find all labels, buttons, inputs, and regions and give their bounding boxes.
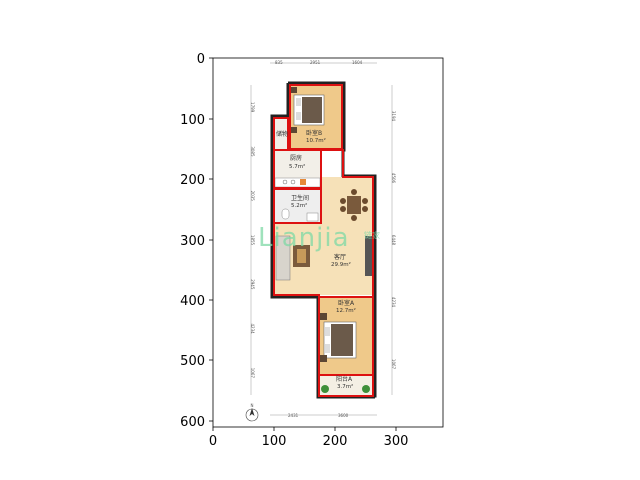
room-area-living: 29.9m²: [331, 261, 351, 268]
kitchen-counter: [274, 177, 321, 188]
watermark-brand: Lianjia: [258, 223, 350, 253]
dim-top-2: 2951: [310, 60, 321, 65]
dim-left-label: 2035: [250, 191, 255, 202]
dim-right-label: 4234: [391, 297, 396, 308]
x-tick-label: 300: [384, 434, 409, 449]
dim-bottom-2: 3600: [338, 413, 349, 418]
storage-floor: [274, 118, 288, 150]
room-name-storage: 储物: [276, 130, 288, 138]
x-tick-label: 100: [262, 434, 287, 449]
y-axis: 0 100 200 300 400 500 600: [180, 52, 213, 430]
y-tick-label: 600: [180, 415, 205, 430]
room-name-bathroom: 卫生间: [291, 194, 309, 202]
room-area-bathroom: 5.2m²: [291, 202, 307, 209]
balcony-floor: [320, 375, 373, 395]
y-tick-label: 300: [180, 234, 205, 249]
y-tick-label: 100: [180, 113, 205, 128]
room-area-bedroom-b: 10.7m²: [306, 137, 326, 144]
y-tick-label: 200: [180, 173, 205, 188]
dim-right-label: 1067: [391, 359, 396, 370]
room-name-kitchen: 厨房: [290, 154, 302, 162]
sofa-set: [275, 235, 372, 281]
dim-left-label: 3085: [250, 146, 255, 157]
compass-label: N: [251, 403, 254, 408]
y-tick-label: 500: [180, 354, 205, 369]
room-area-balcony: 3.7m²: [337, 383, 353, 390]
dining-table: [340, 189, 368, 221]
compass-icon: N: [245, 403, 259, 422]
bed-b: [291, 87, 325, 133]
x-tick-label: 0: [209, 434, 217, 449]
dim-top-1: 835: [275, 60, 283, 65]
x-axis: 0 100 200 300: [209, 427, 409, 449]
room-area-bedroom-a: 12.7m²: [336, 307, 356, 314]
room-outlines: [273, 84, 374, 397]
dim-left-label: 1799: [250, 102, 255, 113]
dim-left-label: 2945: [250, 279, 255, 290]
dim-right-label: 4506: [391, 173, 396, 184]
balcony-plants: [321, 385, 370, 393]
y-tick-label: 400: [180, 294, 205, 309]
watermark-sub: 链家: [364, 230, 380, 240]
room-name-bedroom-a: 卧室A: [338, 299, 355, 307]
dim-left-label: 1855: [250, 235, 255, 246]
dim-left-label: 1067: [250, 368, 255, 379]
bathroom-fixtures: [281, 208, 319, 222]
y-tick-label: 0: [197, 52, 205, 67]
dim-right-label: 3194: [391, 111, 396, 122]
dim-bottom-1: 2431: [288, 413, 299, 418]
room-name-balcony: 阳台A: [336, 375, 353, 383]
room-area-kitchen: 5.7m²: [289, 163, 305, 170]
room-name-living: 客厅: [334, 253, 346, 261]
room-name-bedroom-b: 卧室B: [306, 129, 322, 137]
dim-top-3: 1604: [352, 60, 363, 65]
dimension-lines: [250, 62, 393, 416]
dimension-labels: 835 2951 1604 2431 3600: [275, 60, 363, 418]
bed-a: [320, 313, 357, 362]
dim-left-label: 4234: [250, 323, 255, 334]
room-labels: 卧室B 10.7m² 储物 厨房 5.7m² 卫生间 5.2m² 客厅 29.9…: [276, 129, 356, 390]
watermark: Lianjia 链家: [258, 223, 380, 253]
dim-right-label: 6448: [391, 235, 396, 246]
x-tick-label: 200: [323, 434, 348, 449]
living-floor: [274, 223, 373, 295]
